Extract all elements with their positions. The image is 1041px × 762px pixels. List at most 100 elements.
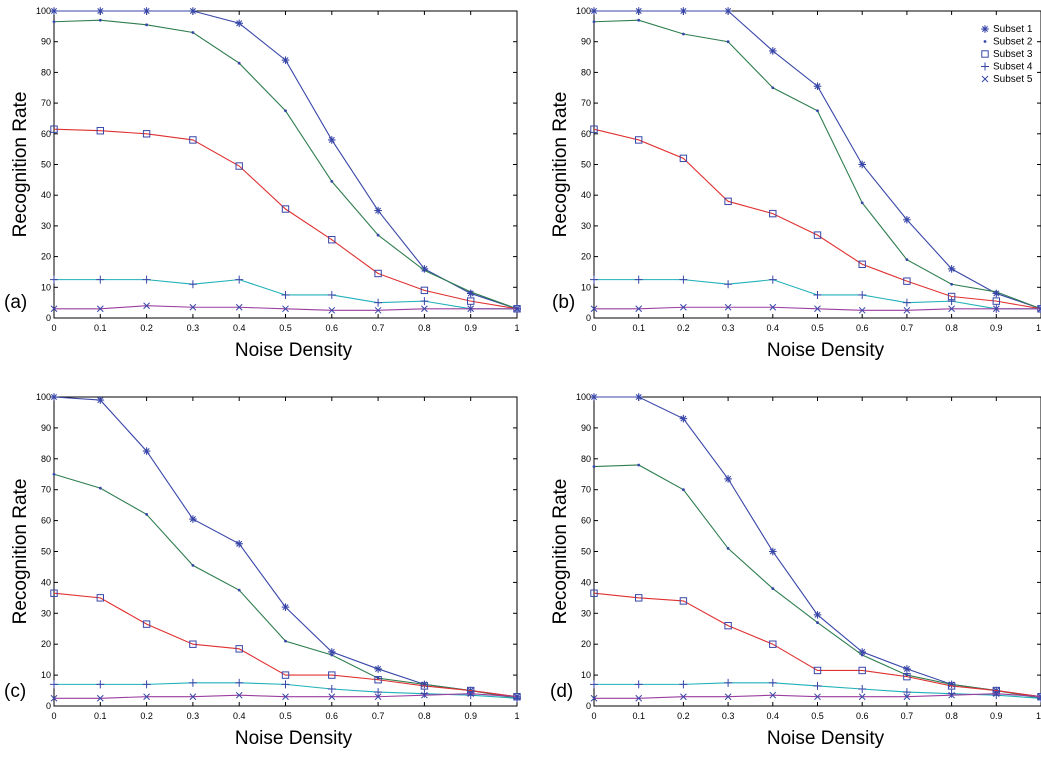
series-3 [590, 125, 1041, 313]
data-point [328, 306, 336, 314]
series-5 [590, 690, 1041, 702]
x-tick-label: 1 [514, 711, 519, 721]
x-tick-label: 0.8 [418, 323, 431, 333]
series-line [593, 464, 1041, 699]
data-point-b [374, 306, 382, 314]
data-point [724, 693, 732, 701]
plot-frame [593, 10, 1041, 319]
x-tick-label: 0 [51, 711, 56, 721]
data-point [328, 671, 336, 679]
series-1 [590, 7, 1041, 313]
data-point [679, 597, 688, 605]
series-line [54, 10, 518, 310]
series-line [53, 473, 518, 699]
x-tick-label: 0 [51, 323, 56, 333]
data-point [592, 20, 596, 24]
x-tick-label: 0.7 [901, 711, 914, 721]
data-point [189, 640, 197, 648]
data-point-stroke [903, 216, 910, 223]
x-tick-label: 0.4 [233, 323, 246, 333]
data-point [189, 693, 197, 701]
y-tick-label: 0 [46, 701, 51, 711]
data-point-b [903, 306, 911, 314]
data-point [679, 7, 688, 15]
data-point-b [858, 306, 866, 314]
data-point [590, 125, 598, 133]
legend-marker [981, 50, 989, 58]
data-point-b [143, 302, 150, 310]
data-point [724, 7, 732, 15]
data-point [948, 691, 955, 699]
chart-panel-2: 0 0.1 0.2 0.3 0.4 0.5 0.6 0.7 0.8 0.9 101020304050… [550, 6, 1041, 361]
data-point [816, 109, 819, 113]
data-point [189, 515, 197, 523]
data-point-stroke [421, 265, 428, 272]
data-point [191, 564, 195, 567]
legend-marker [983, 40, 987, 43]
data-point [947, 689, 956, 698]
y-axis-title: Recognition Rate [550, 479, 571, 625]
x-tick-label: 0.4 [767, 323, 780, 333]
x-tick-label: 1 [1036, 323, 1041, 333]
data-point [423, 269, 426, 272]
data-point [281, 603, 290, 611]
data-point [724, 280, 733, 289]
x-tick-label: 0.7 [901, 323, 914, 333]
data-point [634, 680, 643, 689]
data-point [96, 305, 104, 313]
data-point-stroke [50, 7, 58, 15]
data-point-stroke [814, 611, 821, 618]
data-point-stroke [97, 7, 104, 15]
data-point-stroke [467, 290, 474, 297]
data-point [992, 690, 1000, 697]
data-point [374, 298, 383, 307]
data-point [376, 676, 380, 680]
data-point-b [328, 693, 336, 701]
x-tick-label: 0.9 [464, 323, 477, 333]
series-5 [50, 690, 521, 702]
data-point-a [1037, 305, 1041, 310]
data-point [98, 486, 102, 490]
data-point [284, 639, 287, 643]
data-point [903, 672, 911, 681]
series-line [593, 19, 1041, 310]
legend-marker [981, 25, 989, 33]
legend-marker-stroke [981, 25, 989, 33]
y-tick-label: 90 [41, 37, 51, 47]
data-point [374, 206, 382, 215]
data-point-stroke [814, 83, 821, 90]
data-point [420, 297, 429, 306]
data-point [635, 594, 643, 602]
data-point [590, 305, 598, 313]
data-point-b [814, 305, 821, 313]
data-point [858, 693, 866, 701]
data-point [905, 258, 909, 262]
data-point [769, 209, 777, 218]
data-point [590, 7, 598, 15]
data-point [679, 154, 688, 163]
data-point-b [903, 693, 911, 701]
data-point [423, 682, 426, 686]
data-point [328, 136, 336, 144]
data-point [813, 681, 822, 690]
data-point [281, 671, 290, 679]
series-3 [590, 589, 1041, 701]
data-point [724, 303, 732, 311]
data-point-b [189, 693, 197, 701]
data-point [592, 465, 596, 468]
data-point [235, 678, 244, 687]
data-point-b [769, 691, 777, 699]
data-point-stroke [375, 207, 382, 214]
data-point-stroke [635, 7, 642, 15]
data-point [1037, 693, 1041, 701]
data-point [374, 665, 382, 673]
y-tick-label: 10 [581, 282, 591, 292]
y-tick-label: 20 [581, 252, 591, 262]
x-tick-label: 0.2 [140, 711, 153, 721]
y-tick-label: 90 [581, 37, 591, 47]
data-point [142, 7, 151, 15]
y-tick-label: 60 [41, 516, 51, 526]
data-point [860, 201, 864, 205]
data-point-a [1037, 693, 1041, 698]
data-point [680, 693, 687, 701]
